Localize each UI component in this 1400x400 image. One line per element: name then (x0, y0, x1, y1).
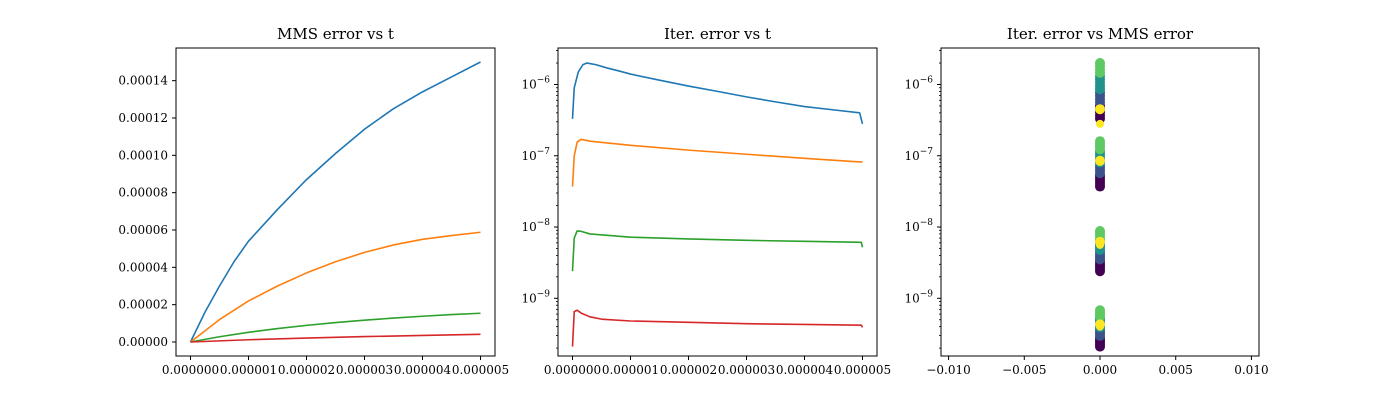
x-tick-label: 0.000005 (452, 363, 509, 377)
y-tick-label: 0.00012 (118, 111, 168, 125)
scatter-point (1096, 157, 1104, 166)
y-tick-label: 10−7 (904, 147, 933, 163)
x-tick-label: −0.010 (926, 363, 970, 377)
series-line-3 (571, 230, 864, 272)
series-line-1 (571, 62, 864, 125)
series-line-2 (571, 138, 863, 187)
x-tick-label: 0.000000 (544, 363, 601, 377)
y-tick-label: 0.00006 (118, 223, 168, 237)
scatter-point (1095, 104, 1105, 115)
x-tick-label: 0.000002 (278, 363, 335, 377)
y-tick-label: 0.00000 (118, 335, 168, 349)
series-line-2 (190, 231, 481, 343)
scatter-cluster-3 (1095, 225, 1105, 277)
scatter-cluster-2 (1095, 136, 1105, 192)
x-tick-label: 0.000004 (776, 363, 834, 377)
y-tick-label: 10−6 (521, 75, 550, 91)
chart-title: Iter. error vs t (664, 25, 771, 43)
x-tick-label: −0.005 (1002, 363, 1046, 377)
panel-iter-error-vs-t: Iter. error vs t 0.000000 0.000001 0.00000… (521, 25, 891, 377)
axes-frame (557, 47, 878, 357)
series-line-3 (190, 312, 481, 343)
y-tick-label: 10−6 (904, 75, 933, 91)
scatter-point (1095, 58, 1105, 69)
plot-area (189, 61, 481, 343)
x-tick-label: 0.000004 (394, 363, 452, 377)
series-line-4 (190, 333, 481, 343)
y-tick-label: 10−9 (521, 289, 550, 305)
x-tick-label: 0.000 (1083, 363, 1117, 377)
x-tick-label: 0.000001 (220, 363, 277, 377)
scatter-point (1096, 322, 1104, 331)
x-tick-label: 0.010 (1234, 363, 1268, 377)
panel-mms-error-vs-t: MMS error vs t 0.000000 0.000001 0.000002 0… (118, 25, 509, 377)
chart-title: Iter. error vs MMS error (1007, 25, 1194, 43)
y-tick-label: 0.00010 (118, 148, 168, 162)
y-tick-label: 10−7 (521, 147, 550, 163)
y-tick-label: 10−9 (904, 289, 933, 305)
plot-area (1095, 58, 1105, 352)
scatter-point (1096, 240, 1104, 249)
y-tick-label: 10−8 (904, 218, 933, 234)
scatter-cluster-4 (1095, 305, 1105, 352)
x-tick-label: 0.000003 (718, 363, 775, 377)
scatter-point (1095, 305, 1105, 316)
scatter-point (1095, 225, 1105, 236)
series-line-1 (189, 61, 481, 343)
x-tick-label: 0.000001 (602, 363, 659, 377)
x-tick-label: 0.000003 (336, 363, 393, 377)
series-line-4 (571, 309, 864, 347)
x-tick-label: 0.005 (1159, 363, 1193, 377)
x-tick-label: 0.000002 (660, 363, 717, 377)
scatter-cluster-1 (1095, 58, 1105, 128)
y-tick-label: 0.00004 (118, 260, 168, 274)
plot-area (571, 62, 864, 347)
x-tick-label: 0.000000 (162, 363, 219, 377)
y-tick-label: 0.00002 (118, 298, 168, 312)
scatter-point (1096, 119, 1104, 128)
chart-title: MMS error vs t (277, 25, 394, 43)
panel-iter-error-vs-mms-error: Iter. error vs MMS error −0.010 −0.005 0.0… (904, 25, 1268, 377)
axes-frame (175, 47, 496, 357)
y-tick-label: 10−8 (521, 218, 550, 234)
y-tick-label: 0.00014 (118, 74, 168, 88)
y-tick-label: 0.00008 (118, 186, 168, 200)
x-tick-label: 0.000005 (834, 363, 891, 377)
scatter-point (1095, 136, 1105, 147)
